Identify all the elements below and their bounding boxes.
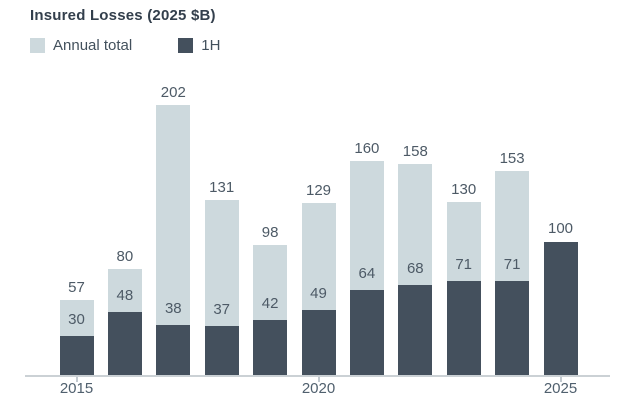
bar-1h-2019 [253,319,288,376]
value-label-1h-2021: 64 [358,265,376,283]
chart-legend: Annual total 1H [30,37,220,54]
x-axis-tick-2015 [75,377,78,382]
bar-1h-2025 [543,241,578,376]
legend-swatch-annual-total [30,38,45,53]
value-label-1h-2022: 68 [406,259,424,277]
value-label-1h-2025: 100 [547,219,574,237]
legend-label-1h: 1H [201,37,221,54]
value-label-1h-2016: 48 [116,286,134,304]
bar-1h-2017 [156,325,191,376]
value-label-annual-total-2021: 160 [354,140,380,158]
value-label-annual-total-2023: 130 [451,180,477,198]
bar-1h-2021 [349,290,384,376]
value-label-annual-total-2022: 158 [402,143,428,161]
legend-item-annual-total: Annual total [30,37,132,54]
value-label-1h-2015: 30 [68,310,85,328]
legend-label-annual-total: Annual total [53,37,133,54]
value-label-annual-total-2015: 57 [68,278,85,296]
x-axis-tick-2025 [559,377,562,382]
value-label-annual-total-2016: 80 [116,247,134,265]
bar-1h-2015 [59,335,94,376]
x-axis-label-2025: 2025 [543,380,578,397]
x-axis-line [25,375,610,377]
value-label-annual-total-2019: 98 [261,223,279,241]
chart-title: Insured Losses (2025 $B) [30,7,216,24]
bar-1h-2023 [446,280,481,376]
value-label-1h-2024: 71 [503,255,521,273]
value-label-annual-total-2024: 153 [499,149,525,167]
legend-swatch-1h [178,38,194,53]
value-label-1h-2017: 38 [164,300,182,318]
value-label-annual-total-2018: 131 [209,179,235,197]
x-axis-label-2015: 2015 [59,380,94,397]
value-label-annual-total-2017: 202 [160,84,186,101]
bar-1h-2020 [301,310,336,376]
bar-1h-2022 [398,284,433,376]
x-axis-label-2020: 2020 [301,380,336,397]
value-label-annual-total-2020: 129 [305,181,332,199]
legend-item-1h: 1H [178,37,220,54]
value-label-1h-2018: 37 [213,301,231,319]
x-axis-tick-2020 [317,377,320,382]
value-label-1h-2019: 42 [261,294,279,312]
bar-1h-2016 [107,311,142,376]
value-label-1h-2020: 49 [310,285,327,303]
bar-1h-2024 [495,280,530,376]
bar-1h-2018 [204,326,239,376]
value-label-1h-2023: 71 [455,255,473,273]
